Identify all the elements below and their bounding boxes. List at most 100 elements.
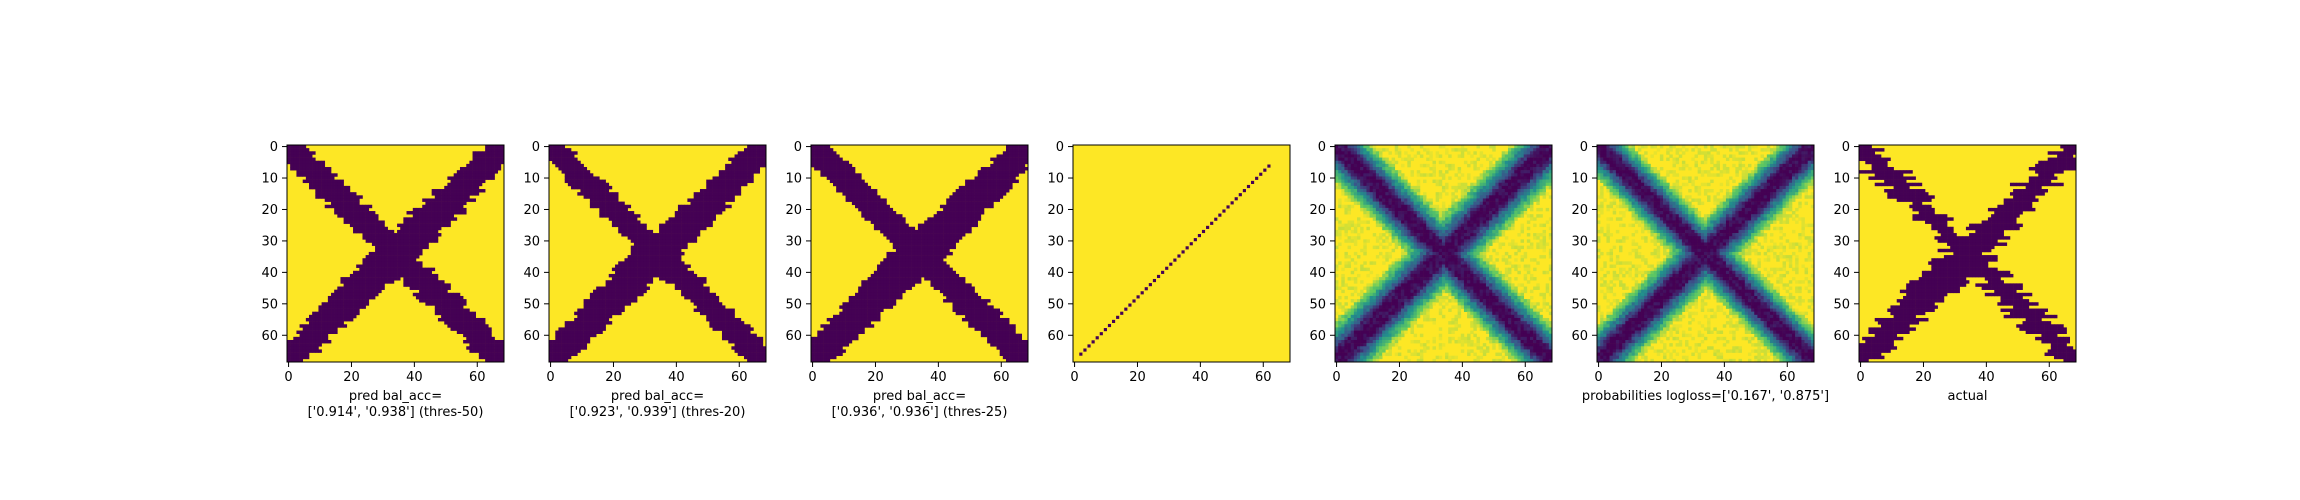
cell [747, 330, 751, 334]
cell [488, 355, 492, 360]
cell [851, 195, 856, 199]
cell [681, 267, 685, 272]
cell [696, 289, 701, 294]
cell [1015, 173, 1019, 177]
cell [583, 195, 588, 199]
cell [817, 339, 821, 344]
cell [952, 195, 956, 199]
cell [324, 195, 329, 199]
cell [858, 324, 862, 328]
cell [987, 201, 991, 206]
cell [602, 314, 606, 319]
cell [823, 327, 828, 331]
cell [693, 207, 698, 212]
cell [955, 311, 960, 316]
cell [842, 330, 846, 334]
cell [715, 179, 720, 184]
cell [415, 261, 420, 265]
cell [662, 226, 666, 231]
cell [895, 295, 900, 300]
cell [870, 211, 875, 215]
cell [459, 330, 464, 334]
cell [343, 207, 348, 212]
cell [883, 220, 887, 224]
cell [949, 236, 953, 240]
cell [759, 358, 764, 363]
cell [861, 211, 865, 215]
cell [558, 327, 562, 331]
cell [999, 349, 1004, 353]
cell [481, 343, 486, 347]
cell [886, 270, 890, 275]
cell [943, 229, 947, 234]
cell [331, 299, 335, 303]
cell [368, 204, 373, 209]
cell [952, 245, 956, 250]
cell [905, 251, 909, 256]
cell [842, 308, 846, 312]
cell [826, 317, 831, 322]
cell [867, 289, 872, 294]
cell [851, 327, 856, 331]
cell [574, 179, 578, 184]
cell [299, 330, 304, 334]
cell [715, 299, 720, 303]
cell [428, 226, 432, 231]
cell [974, 211, 978, 215]
cell [839, 182, 843, 187]
cell [949, 299, 953, 303]
cell [472, 157, 476, 162]
cell [441, 311, 445, 316]
cell [958, 305, 963, 309]
cell [839, 173, 843, 177]
cell [375, 289, 379, 294]
cell [337, 179, 341, 184]
cell [431, 236, 436, 240]
x-axis-label: ['0.914', '0.938'] (thres-50) [308, 405, 484, 420]
cell [624, 283, 628, 287]
cell [936, 267, 941, 272]
cell [608, 292, 613, 297]
cell [665, 280, 669, 284]
cell [725, 204, 729, 209]
cell [469, 192, 473, 196]
cell [605, 286, 610, 290]
cell [481, 167, 486, 171]
cell [349, 289, 354, 294]
cell [839, 167, 843, 171]
cell [949, 233, 953, 237]
cell [362, 273, 366, 278]
cell [368, 226, 373, 231]
cell [615, 286, 619, 290]
cell [340, 195, 344, 199]
cell [968, 211, 972, 215]
cell [337, 321, 341, 325]
cell [709, 211, 713, 215]
cell [977, 192, 982, 196]
cell [381, 248, 385, 253]
cell [552, 151, 556, 155]
cell [833, 355, 837, 360]
cell [646, 245, 650, 250]
cell [293, 157, 297, 162]
cell [640, 255, 644, 259]
cell [996, 176, 1000, 180]
cell [655, 242, 660, 246]
cell [1012, 173, 1016, 177]
cell [892, 270, 897, 275]
cell [743, 160, 748, 165]
cell [459, 198, 464, 202]
cell [434, 299, 439, 303]
cell [353, 226, 357, 231]
cell [611, 204, 616, 209]
cell [321, 189, 326, 193]
cell [665, 223, 669, 228]
cell [814, 339, 818, 344]
cell [690, 207, 694, 212]
cell [485, 170, 489, 174]
cell [431, 220, 436, 224]
cell [839, 333, 843, 338]
cell [939, 270, 944, 275]
cell [387, 280, 392, 284]
cell [917, 267, 922, 272]
